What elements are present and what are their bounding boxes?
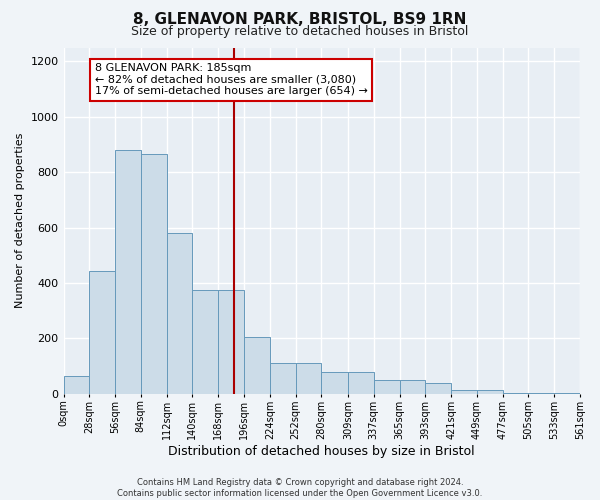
Text: 8, GLENAVON PARK, BRISTOL, BS9 1RN: 8, GLENAVON PARK, BRISTOL, BS9 1RN — [133, 12, 467, 28]
Bar — [296, 364, 322, 394]
Bar — [374, 380, 400, 394]
Text: Contains HM Land Registry data © Crown copyright and database right 2024.
Contai: Contains HM Land Registry data © Crown c… — [118, 478, 482, 498]
Text: Size of property relative to detached houses in Bristol: Size of property relative to detached ho… — [131, 25, 469, 38]
Bar — [477, 390, 503, 394]
Bar — [400, 380, 425, 394]
Bar — [451, 390, 477, 394]
Bar — [270, 364, 296, 394]
Bar — [322, 372, 348, 394]
Bar — [64, 376, 89, 394]
X-axis label: Distribution of detached houses by size in Bristol: Distribution of detached houses by size … — [169, 444, 475, 458]
Bar — [193, 290, 218, 394]
Bar — [348, 372, 374, 394]
Bar — [244, 337, 270, 394]
Y-axis label: Number of detached properties: Number of detached properties — [15, 133, 25, 308]
Text: 8 GLENAVON PARK: 185sqm
← 82% of detached houses are smaller (3,080)
17% of semi: 8 GLENAVON PARK: 185sqm ← 82% of detache… — [95, 63, 367, 96]
Bar — [115, 150, 141, 394]
Bar — [503, 392, 529, 394]
Bar — [425, 383, 451, 394]
Bar — [218, 290, 244, 394]
Bar — [554, 392, 580, 394]
Bar — [167, 233, 193, 394]
Bar — [529, 392, 554, 394]
Bar — [141, 154, 167, 394]
Bar — [89, 270, 115, 394]
